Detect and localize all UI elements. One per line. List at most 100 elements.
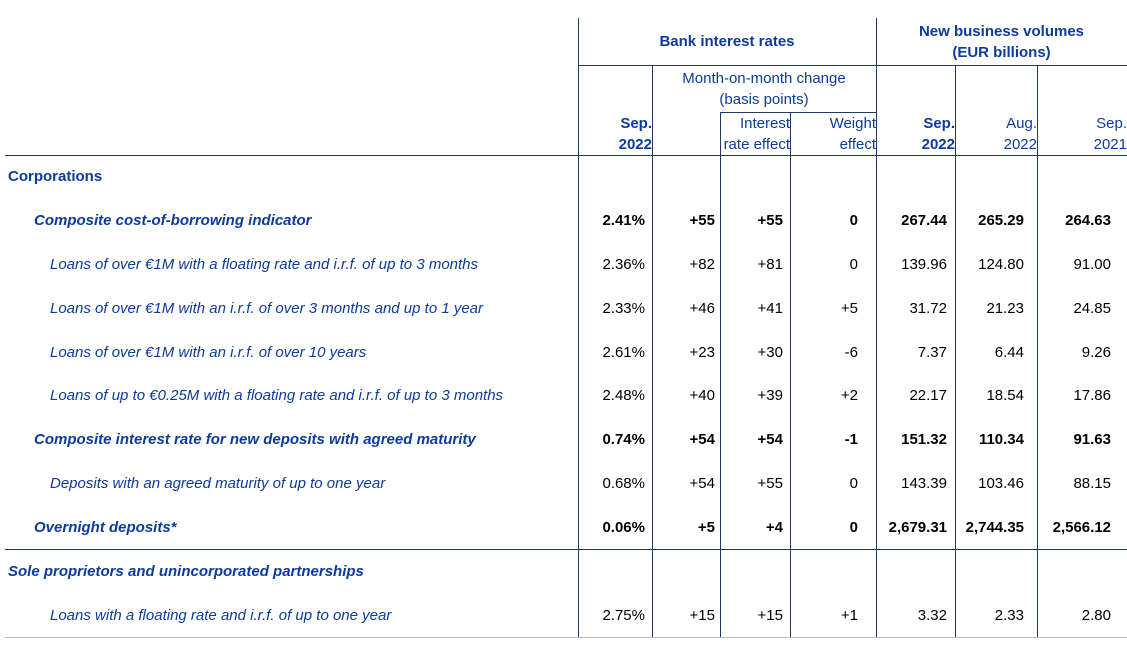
cell-value: 2.75% (602, 606, 645, 624)
cell-value: 24.85 (1073, 299, 1111, 317)
cell-value: 265.29 (978, 212, 1024, 230)
cell-value: 21.23 (986, 299, 1024, 317)
cell-value: 31.72 (909, 299, 947, 317)
col-header-volume-sep-2021: Sep. 2021 (1093, 115, 1127, 153)
row-label: Corporations (8, 168, 103, 186)
cell-value: 91.63 (1073, 431, 1111, 449)
cell-value: +54 (689, 431, 715, 449)
cell-value: 151.32 (901, 431, 947, 449)
row-label: Loans of over €1M with an i.r.f. of over… (50, 299, 484, 317)
vertical-divider (790, 112, 791, 637)
table-row: Composite interest rate for new deposits… (0, 418, 1127, 462)
table-row: Overnight deposits* 0.06% +5 +4 0 2,679.31 2,7… (0, 506, 1127, 550)
row-label: Composite interest rate for new deposits… (34, 431, 476, 449)
vertical-divider (1037, 65, 1038, 637)
cell-value: -1 (844, 431, 858, 449)
cell-value: 2.33 (994, 606, 1024, 624)
vertical-divider (720, 112, 721, 637)
cell-value: 0 (849, 212, 858, 230)
vertical-divider (955, 65, 956, 637)
col-header-volume-aug-2022: Aug. 2022 (1003, 115, 1037, 153)
cell-value: +40 (689, 387, 715, 405)
table-row: Loans of over €1M with an i.r.f. of over… (0, 286, 1127, 330)
cell-value: +41 (757, 299, 783, 317)
row-label: Loans with a floating rate and i.r.f. of… (50, 606, 392, 624)
cell-value: +23 (689, 343, 715, 361)
header-bottom-rule (5, 155, 1127, 156)
col-header-volume-sep-2022: Sep. 2022 (921, 115, 955, 153)
table-row: Composite cost-of-borrowing indicator 2.4… (0, 199, 1127, 243)
cell-value: +46 (689, 299, 715, 317)
month-on-month-change-header: Month-on-month change (basis points) (682, 69, 846, 108)
cell-value: 17.86 (1073, 387, 1111, 405)
cell-value: 3.32 (917, 606, 947, 624)
col-header-interest-rate-effect: Interest rate effect (723, 115, 790, 153)
cell-value: 0 (849, 475, 858, 493)
table-body: Corporations Composite cost-of-borrowing … (0, 155, 1127, 637)
cell-value: 6.44 (994, 343, 1024, 361)
row-label: Composite cost-of-borrowing indicator (34, 212, 312, 230)
table-row: Loans of over €1M with a floating rate a… (0, 243, 1127, 287)
cell-value: +30 (757, 343, 783, 361)
cell-value: 0 (849, 256, 858, 274)
cell-value: +4 (765, 518, 783, 536)
cell-value: 0 (849, 518, 858, 536)
cell-value: 124.80 (978, 256, 1024, 274)
table-row: Sole proprietors and unincorporated part… (0, 549, 1127, 593)
vertical-divider (876, 18, 877, 637)
cell-value: 2,744.35 (965, 518, 1024, 536)
table-row: Loans of up to €0.25M with a floating ra… (0, 374, 1127, 418)
cell-value: 110.34 (978, 431, 1024, 449)
cell-value: 18.54 (986, 387, 1024, 405)
cell-value: 2,566.12 (1052, 518, 1111, 536)
cell-value: +39 (757, 387, 783, 405)
section-divider-rule (5, 549, 1127, 550)
cell-value: 2.41% (602, 212, 645, 230)
table-row: Corporations (0, 155, 1127, 199)
table-bottom-rule (5, 637, 1127, 638)
effect-header-divider (720, 112, 876, 113)
row-label: Loans of up to €0.25M with a floating ra… (50, 387, 504, 405)
cell-value: +2 (840, 387, 858, 405)
col-header-weight-effect: Weight effect (829, 115, 876, 153)
cell-value: 264.63 (1065, 212, 1111, 230)
cell-value: 103.46 (978, 475, 1024, 493)
cell-value: -6 (844, 343, 858, 361)
cell-value: +54 (689, 475, 715, 493)
cell-value: +55 (757, 475, 783, 493)
cell-value: +55 (757, 212, 783, 230)
cell-value: 2.33% (602, 299, 645, 317)
cell-value: 0.74% (602, 431, 645, 449)
cell-value: 139.96 (901, 256, 947, 274)
cell-value: 267.44 (901, 212, 947, 230)
col-header-rate-sep-2022: Sep. 2022 (618, 115, 652, 153)
cell-value: 143.39 (901, 475, 947, 493)
cell-value: +5 (840, 299, 858, 317)
cell-value: 88.15 (1073, 475, 1111, 493)
cell-value: +1 (840, 606, 858, 624)
cell-value: 2,679.31 (888, 518, 947, 536)
header-divider (578, 65, 1127, 66)
new-business-volumes-group-header: New business volumes (EUR billions) (918, 22, 1085, 61)
cell-value: +15 (689, 606, 715, 624)
row-label: Loans of over €1M with an i.r.f. of over… (50, 343, 367, 361)
cell-value: 0.06% (602, 518, 645, 536)
bank-interest-rates-group-header: Bank interest rates (659, 33, 795, 50)
cell-value: +15 (757, 606, 783, 624)
cell-value: 22.17 (909, 387, 947, 405)
table-row: Loans with a floating rate and i.r.f. of… (0, 593, 1127, 637)
cell-value: 0.68% (602, 475, 645, 493)
table-row: Loans of over €1M with an i.r.f. of over… (0, 330, 1127, 374)
cell-value: 7.37 (917, 343, 947, 361)
cell-value: +54 (757, 431, 783, 449)
vertical-divider (652, 65, 653, 637)
row-label: Overnight deposits* (34, 518, 177, 536)
cell-value: 2.36% (602, 256, 645, 274)
table-row: Deposits with an agreed maturity of up t… (0, 462, 1127, 506)
cell-value: +5 (697, 518, 715, 536)
row-label: Deposits with an agreed maturity of up t… (50, 475, 386, 493)
vertical-divider (578, 18, 579, 637)
row-label: Sole proprietors and unincorporated part… (8, 562, 364, 580)
row-label: Loans of over €1M with a floating rate a… (50, 256, 479, 274)
